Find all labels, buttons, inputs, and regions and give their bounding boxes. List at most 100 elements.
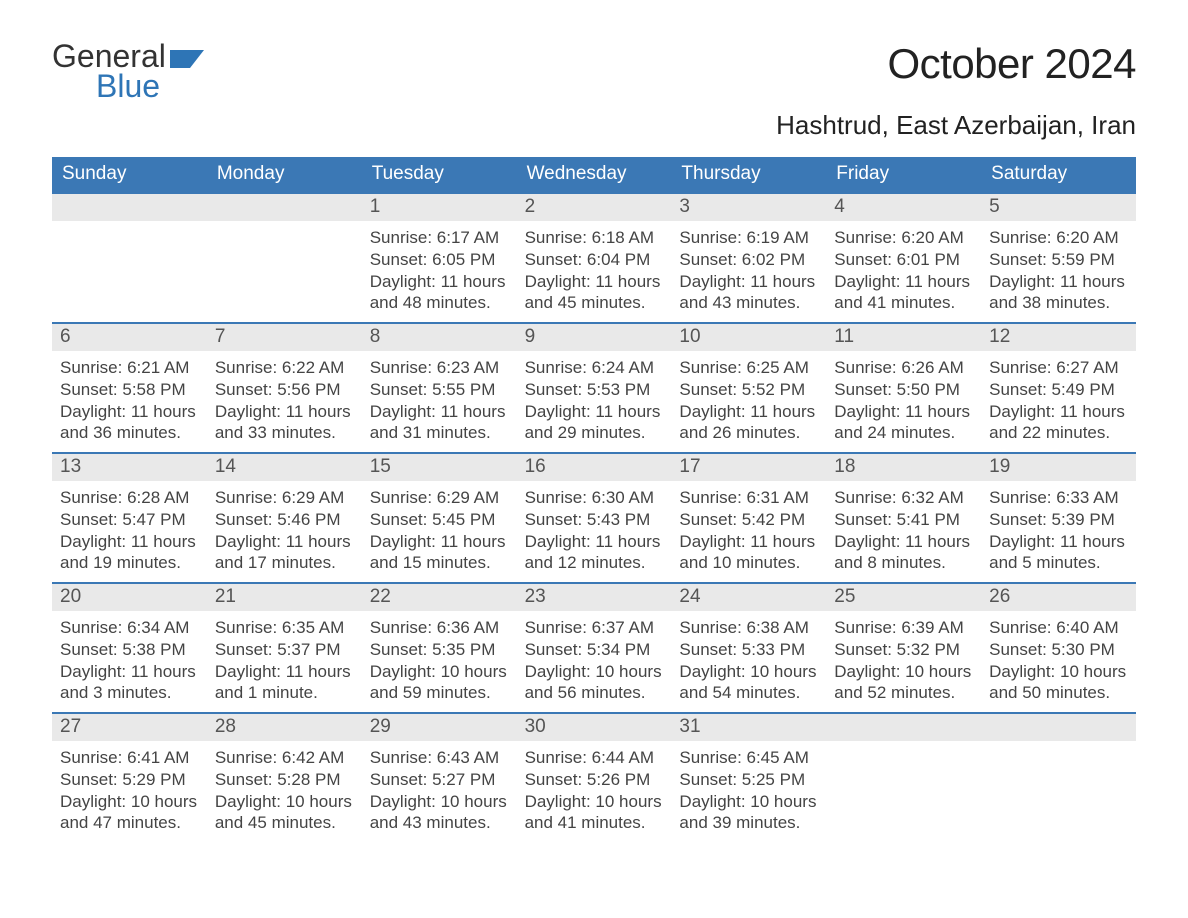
title-block: October 2024 Hashtrud, East Azerbaijan, … [776, 40, 1136, 141]
day-details: Sunrise: 6:28 AMSunset: 5:47 PMDaylight:… [52, 481, 207, 578]
day-number: 5 [981, 194, 1136, 221]
dow-saturday: Saturday [981, 157, 1136, 192]
sunset-line: Sunset: 5:34 PM [525, 639, 664, 661]
daylight-line: Daylight: 11 hours and 22 minutes. [989, 401, 1128, 445]
day-number [826, 714, 981, 741]
day-19: 19Sunrise: 6:33 AMSunset: 5:39 PMDayligh… [981, 454, 1136, 582]
day-details: Sunrise: 6:27 AMSunset: 5:49 PMDaylight:… [981, 351, 1136, 448]
daylight-line: Daylight: 11 hours and 8 minutes. [834, 531, 973, 575]
daylight-line: Daylight: 11 hours and 41 minutes. [834, 271, 973, 315]
day-number: 9 [517, 324, 672, 351]
day-number: 16 [517, 454, 672, 481]
daylight-line: Daylight: 10 hours and 52 minutes. [834, 661, 973, 705]
dow-monday: Monday [207, 157, 362, 192]
day-number: 3 [671, 194, 826, 221]
sunrise-line: Sunrise: 6:32 AM [834, 487, 973, 509]
day-number: 7 [207, 324, 362, 351]
day-details: Sunrise: 6:43 AMSunset: 5:27 PMDaylight:… [362, 741, 517, 838]
day-29: 29Sunrise: 6:43 AMSunset: 5:27 PMDayligh… [362, 714, 517, 842]
location-subtitle: Hashtrud, East Azerbaijan, Iran [776, 110, 1136, 141]
day-number: 21 [207, 584, 362, 611]
day-details: Sunrise: 6:41 AMSunset: 5:29 PMDaylight:… [52, 741, 207, 838]
daylight-line: Daylight: 10 hours and 50 minutes. [989, 661, 1128, 705]
day-details: Sunrise: 6:40 AMSunset: 5:30 PMDaylight:… [981, 611, 1136, 708]
month-title: October 2024 [776, 40, 1136, 88]
sunrise-line: Sunrise: 6:20 AM [989, 227, 1128, 249]
day-16: 16Sunrise: 6:30 AMSunset: 5:43 PMDayligh… [517, 454, 672, 582]
logo-word-2: Blue [96, 70, 248, 102]
day-21: 21Sunrise: 6:35 AMSunset: 5:37 PMDayligh… [207, 584, 362, 712]
dow-sunday: Sunday [52, 157, 207, 192]
day-number: 8 [362, 324, 517, 351]
day-number [52, 194, 207, 221]
day-details: Sunrise: 6:34 AMSunset: 5:38 PMDaylight:… [52, 611, 207, 708]
sunset-line: Sunset: 5:59 PM [989, 249, 1128, 271]
day-number [981, 714, 1136, 741]
dow-wednesday: Wednesday [517, 157, 672, 192]
calendar-grid: SundayMondayTuesdayWednesdayThursdayFrid… [52, 157, 1136, 842]
day-number: 26 [981, 584, 1136, 611]
day-number: 24 [671, 584, 826, 611]
day-details: Sunrise: 6:22 AMSunset: 5:56 PMDaylight:… [207, 351, 362, 448]
day-details: Sunrise: 6:31 AMSunset: 5:42 PMDaylight:… [671, 481, 826, 578]
day-number: 12 [981, 324, 1136, 351]
sunset-line: Sunset: 5:42 PM [679, 509, 818, 531]
sunset-line: Sunset: 5:26 PM [525, 769, 664, 791]
day-details: Sunrise: 6:39 AMSunset: 5:32 PMDaylight:… [826, 611, 981, 708]
day-empty [52, 194, 207, 322]
sunrise-line: Sunrise: 6:44 AM [525, 747, 664, 769]
logo-flag-icon [170, 46, 204, 70]
daylight-line: Daylight: 11 hours and 10 minutes. [679, 531, 818, 575]
day-31: 31Sunrise: 6:45 AMSunset: 5:25 PMDayligh… [671, 714, 826, 842]
sunset-line: Sunset: 5:28 PM [215, 769, 354, 791]
sunrise-line: Sunrise: 6:28 AM [60, 487, 199, 509]
sunset-line: Sunset: 5:52 PM [679, 379, 818, 401]
sunset-line: Sunset: 5:29 PM [60, 769, 199, 791]
day-details: Sunrise: 6:17 AMSunset: 6:05 PMDaylight:… [362, 221, 517, 318]
sunset-line: Sunset: 5:58 PM [60, 379, 199, 401]
sunrise-line: Sunrise: 6:23 AM [370, 357, 509, 379]
sunrise-line: Sunrise: 6:17 AM [370, 227, 509, 249]
day-27: 27Sunrise: 6:41 AMSunset: 5:29 PMDayligh… [52, 714, 207, 842]
day-23: 23Sunrise: 6:37 AMSunset: 5:34 PMDayligh… [517, 584, 672, 712]
sunset-line: Sunset: 5:47 PM [60, 509, 199, 531]
daylight-line: Daylight: 11 hours and 24 minutes. [834, 401, 973, 445]
day-number: 19 [981, 454, 1136, 481]
sunrise-line: Sunrise: 6:35 AM [215, 617, 354, 639]
day-6: 6Sunrise: 6:21 AMSunset: 5:58 PMDaylight… [52, 324, 207, 452]
day-15: 15Sunrise: 6:29 AMSunset: 5:45 PMDayligh… [362, 454, 517, 582]
day-details: Sunrise: 6:25 AMSunset: 5:52 PMDaylight:… [671, 351, 826, 448]
day-empty [981, 714, 1136, 842]
sunrise-line: Sunrise: 6:33 AM [989, 487, 1128, 509]
day-1: 1Sunrise: 6:17 AMSunset: 6:05 PMDaylight… [362, 194, 517, 322]
daylight-line: Daylight: 10 hours and 41 minutes. [525, 791, 664, 835]
sunrise-line: Sunrise: 6:30 AM [525, 487, 664, 509]
day-8: 8Sunrise: 6:23 AMSunset: 5:55 PMDaylight… [362, 324, 517, 452]
sunset-line: Sunset: 5:41 PM [834, 509, 973, 531]
sunset-line: Sunset: 5:37 PM [215, 639, 354, 661]
daylight-line: Daylight: 10 hours and 47 minutes. [60, 791, 199, 835]
day-24: 24Sunrise: 6:38 AMSunset: 5:33 PMDayligh… [671, 584, 826, 712]
week-row: 13Sunrise: 6:28 AMSunset: 5:47 PMDayligh… [52, 452, 1136, 582]
day-20: 20Sunrise: 6:34 AMSunset: 5:38 PMDayligh… [52, 584, 207, 712]
sunrise-line: Sunrise: 6:31 AM [679, 487, 818, 509]
sunrise-line: Sunrise: 6:40 AM [989, 617, 1128, 639]
day-9: 9Sunrise: 6:24 AMSunset: 5:53 PMDaylight… [517, 324, 672, 452]
daylight-line: Daylight: 10 hours and 54 minutes. [679, 661, 818, 705]
sunset-line: Sunset: 5:49 PM [989, 379, 1128, 401]
sunrise-line: Sunrise: 6:19 AM [679, 227, 818, 249]
sunrise-line: Sunrise: 6:34 AM [60, 617, 199, 639]
day-details: Sunrise: 6:20 AMSunset: 5:59 PMDaylight:… [981, 221, 1136, 318]
sunrise-line: Sunrise: 6:41 AM [60, 747, 199, 769]
day-13: 13Sunrise: 6:28 AMSunset: 5:47 PMDayligh… [52, 454, 207, 582]
day-number: 23 [517, 584, 672, 611]
day-10: 10Sunrise: 6:25 AMSunset: 5:52 PMDayligh… [671, 324, 826, 452]
sunrise-line: Sunrise: 6:25 AM [679, 357, 818, 379]
day-details: Sunrise: 6:32 AMSunset: 5:41 PMDaylight:… [826, 481, 981, 578]
day-details: Sunrise: 6:35 AMSunset: 5:37 PMDaylight:… [207, 611, 362, 708]
dow-tuesday: Tuesday [362, 157, 517, 192]
daylight-line: Daylight: 11 hours and 48 minutes. [370, 271, 509, 315]
daylight-line: Daylight: 10 hours and 39 minutes. [679, 791, 818, 835]
day-empty [826, 714, 981, 842]
day-7: 7Sunrise: 6:22 AMSunset: 5:56 PMDaylight… [207, 324, 362, 452]
